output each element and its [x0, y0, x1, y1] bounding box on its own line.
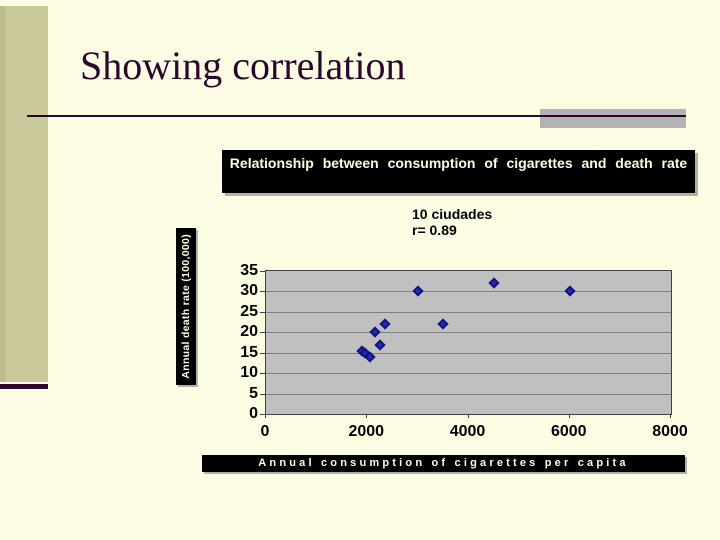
gridline [266, 352, 671, 354]
header-rule [27, 115, 686, 117]
y-tick-label: 15 [240, 343, 258, 361]
gridline [266, 393, 671, 395]
x-tick-mark [265, 414, 266, 418]
data-point [369, 326, 381, 338]
header-accent-rect [540, 109, 686, 128]
y-axis-tick-marks [260, 271, 265, 415]
x-tick-mark [467, 414, 469, 418]
chart-subtitle: 10 ciudades r= 0.89 [412, 206, 652, 238]
gridline [266, 311, 671, 313]
data-point [412, 285, 424, 298]
plot-area [265, 270, 672, 415]
gridline [266, 291, 671, 293]
y-tick-mark [260, 393, 265, 395]
x-tick-mark [366, 414, 368, 418]
y-tick-label: 10 [240, 364, 258, 382]
y-tick-mark [260, 332, 265, 334]
subtitle-correlation: r= 0.89 [412, 222, 457, 238]
y-tick-label: 0 [249, 405, 258, 422]
gridline [266, 332, 671, 334]
y-tick-label: 20 [240, 323, 258, 341]
data-point [379, 318, 391, 330]
gridline [266, 373, 671, 375]
y-tick-mark [260, 271, 265, 272]
x-tick-label: 8000 [652, 423, 688, 440]
left-accent-bar [0, 6, 48, 382]
y-tick-mark [260, 414, 265, 415]
slide-title: Showing correlation [80, 43, 406, 88]
y-tick-label: 35 [240, 262, 258, 279]
y-tick-label: 25 [240, 302, 258, 320]
y-tick-label: 30 [240, 282, 258, 300]
y-tick-mark [260, 311, 265, 313]
y-axis-tick-labels: 0 5 10 15 20 25 30 35 [208, 262, 258, 422]
data-point [374, 338, 386, 351]
y-tick-mark [260, 352, 265, 354]
x-tick-mark [568, 414, 570, 418]
data-point [564, 285, 576, 298]
x-tick-label: 2000 [348, 423, 385, 440]
chart-title: Relationship between consumption of ciga… [222, 150, 695, 193]
subtitle-cities: 10 ciudades [412, 206, 493, 222]
data-point [437, 318, 449, 330]
y-tick-mark [260, 373, 265, 375]
x-tick-label: 0 [260, 423, 270, 440]
y-axis-title: Annual death rate (100,000) [176, 228, 196, 385]
accent-bar-underline [0, 384, 48, 389]
data-point [488, 277, 500, 289]
x-axis-title: Annual consumption of cigarettes per cap… [202, 455, 685, 472]
x-tick-label: 4000 [449, 423, 486, 440]
x-tick-mark [670, 414, 671, 418]
x-axis-tick-marks [265, 414, 671, 419]
y-tick-mark [260, 291, 265, 293]
y-tick-label: 5 [249, 384, 258, 402]
y-axis-title-text: Annual death rate (100,000) [180, 234, 192, 379]
x-axis-tick-labels: 0 2000 4000 6000 8000 [261, 423, 688, 443]
x-tick-label: 6000 [550, 423, 587, 440]
